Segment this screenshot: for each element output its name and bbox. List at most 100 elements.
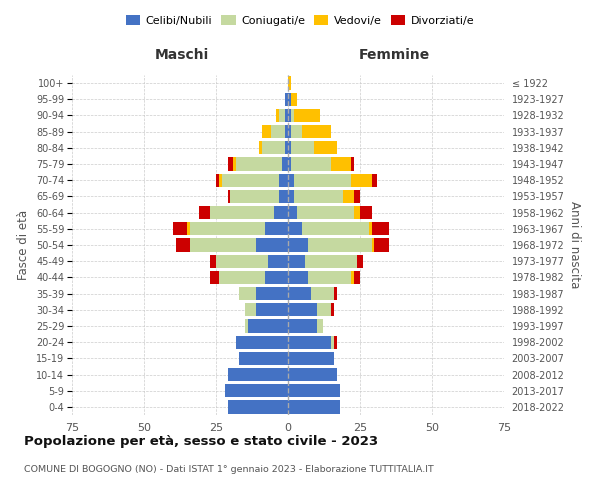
Bar xyxy=(354,190,360,203)
Bar xyxy=(308,238,371,252)
Bar xyxy=(190,238,256,252)
Bar xyxy=(210,270,219,284)
Bar xyxy=(210,206,274,220)
Bar xyxy=(334,287,337,300)
Bar xyxy=(288,238,308,252)
Bar xyxy=(352,158,354,170)
Bar xyxy=(317,303,331,316)
Bar xyxy=(334,336,337,349)
Bar xyxy=(288,125,291,138)
Bar xyxy=(219,270,265,284)
Text: Popolazione per età, sesso e stato civile - 2023: Popolazione per età, sesso e stato civil… xyxy=(24,435,378,448)
Bar xyxy=(343,190,354,203)
Bar xyxy=(371,174,377,187)
Bar xyxy=(265,270,288,284)
Bar xyxy=(288,141,291,154)
Bar xyxy=(311,287,334,300)
Bar xyxy=(227,190,230,203)
Bar xyxy=(291,141,314,154)
Text: Maschi: Maschi xyxy=(154,48,209,62)
Bar xyxy=(371,238,374,252)
Bar xyxy=(245,320,248,332)
Bar xyxy=(294,190,343,203)
Y-axis label: Fasce di età: Fasce di età xyxy=(17,210,31,280)
Bar xyxy=(288,270,308,284)
Bar xyxy=(216,174,219,187)
Bar xyxy=(331,336,334,349)
Bar xyxy=(274,206,288,220)
Bar xyxy=(262,125,271,138)
Bar xyxy=(302,222,368,235)
Bar xyxy=(288,92,291,106)
Bar xyxy=(236,336,288,349)
Text: COMUNE DI BOGOGNO (NO) - Dati ISTAT 1° gennaio 2023 - Elaborazione TUTTITALIA.IT: COMUNE DI BOGOGNO (NO) - Dati ISTAT 1° g… xyxy=(24,465,434,474)
Bar xyxy=(360,206,371,220)
Bar xyxy=(288,158,291,170)
Bar xyxy=(288,320,317,332)
Bar xyxy=(352,270,354,284)
Bar xyxy=(239,352,288,365)
Bar xyxy=(227,368,288,381)
Bar xyxy=(294,174,352,187)
Bar xyxy=(374,238,389,252)
Bar xyxy=(288,174,294,187)
Bar xyxy=(308,270,352,284)
Bar xyxy=(288,109,291,122)
Bar xyxy=(285,109,288,122)
Bar xyxy=(371,222,389,235)
Bar xyxy=(173,222,187,235)
Bar xyxy=(302,125,331,138)
Bar xyxy=(296,206,354,220)
Bar xyxy=(227,158,233,170)
Bar xyxy=(288,352,334,365)
Bar xyxy=(288,287,311,300)
Bar xyxy=(331,158,352,170)
Bar xyxy=(199,206,210,220)
Bar xyxy=(368,222,371,235)
Bar xyxy=(285,92,288,106)
Bar xyxy=(288,336,331,349)
Bar xyxy=(288,206,296,220)
Bar xyxy=(216,254,268,268)
Bar xyxy=(176,238,190,252)
Bar xyxy=(259,141,262,154)
Bar xyxy=(222,174,280,187)
Bar xyxy=(288,190,294,203)
Bar xyxy=(288,400,340,413)
Bar xyxy=(288,384,340,398)
Bar xyxy=(256,287,288,300)
Bar xyxy=(352,174,371,187)
Bar xyxy=(317,320,323,332)
Bar xyxy=(227,400,288,413)
Bar xyxy=(262,141,285,154)
Bar xyxy=(248,320,288,332)
Bar xyxy=(314,141,337,154)
Bar xyxy=(233,158,236,170)
Bar xyxy=(268,254,288,268)
Bar xyxy=(271,125,285,138)
Bar xyxy=(288,76,291,90)
Bar xyxy=(280,190,288,203)
Bar xyxy=(288,254,305,268)
Bar xyxy=(224,384,288,398)
Bar xyxy=(236,158,282,170)
Bar xyxy=(291,92,296,106)
Bar xyxy=(265,222,288,235)
Bar xyxy=(245,303,256,316)
Bar xyxy=(285,125,288,138)
Bar xyxy=(294,109,320,122)
Bar xyxy=(357,254,363,268)
Bar xyxy=(291,109,294,122)
Bar xyxy=(288,303,317,316)
Bar xyxy=(285,141,288,154)
Bar xyxy=(282,158,288,170)
Bar xyxy=(219,174,222,187)
Bar xyxy=(305,254,357,268)
Bar xyxy=(256,303,288,316)
Bar xyxy=(354,206,360,220)
Legend: Celibi/Nubili, Coniugati/e, Vedovi/e, Divorziati/e: Celibi/Nubili, Coniugati/e, Vedovi/e, Di… xyxy=(121,10,479,30)
Bar xyxy=(280,174,288,187)
Y-axis label: Anni di nascita: Anni di nascita xyxy=(568,202,581,288)
Text: Femmine: Femmine xyxy=(359,48,430,62)
Bar xyxy=(331,303,334,316)
